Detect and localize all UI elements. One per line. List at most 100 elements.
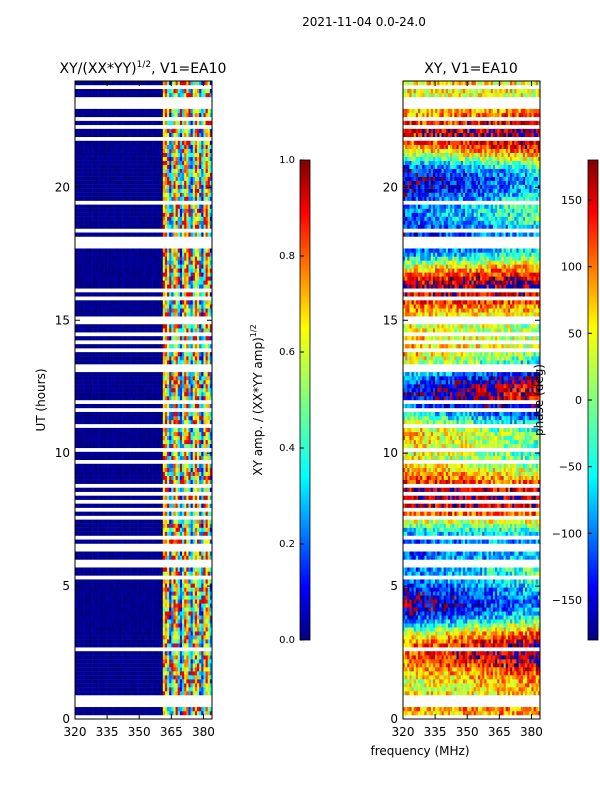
left-heatmap-cell <box>107 643 110 648</box>
left-heatmap-cell <box>115 495 119 500</box>
left-heatmap-cell <box>83 431 86 437</box>
left-heatmap-cell <box>94 312 97 317</box>
left-heatmap-cell <box>184 443 187 449</box>
left-heatmap-cell <box>98 675 101 680</box>
left-heatmap-cell <box>102 683 106 688</box>
left-heatmap-cell <box>201 707 204 712</box>
left-heatmap-cell <box>117 463 121 468</box>
left-heatmap-cell <box>139 419 142 425</box>
left-heatmap-cell <box>130 308 134 313</box>
left-heatmap-cell <box>177 451 181 457</box>
left-heatmap-cell <box>102 388 106 393</box>
left-heatmap-cell <box>182 659 185 664</box>
left-heatmap-cell <box>104 304 108 309</box>
left-heatmap-cell <box>154 651 157 656</box>
left-heatmap-cell <box>175 679 179 684</box>
left-heatmap-cell <box>152 360 155 365</box>
left-heatmap-cell <box>115 611 119 616</box>
left-heatmap-cell <box>177 531 181 536</box>
left-heatmap-cell <box>141 495 144 500</box>
left-heatmap-cell <box>173 455 176 461</box>
left-heatmap-cell <box>77 619 80 624</box>
left-heatmap-cell <box>87 479 91 484</box>
left-heatmap-cell <box>96 523 99 528</box>
left-heatmap-cell <box>201 603 204 608</box>
left-heatmap-cell <box>194 519 198 524</box>
left-heatmap-cell <box>119 643 123 648</box>
left-heatmap-cell <box>96 356 99 361</box>
left-heatmap-cell <box>162 619 166 624</box>
left-heatmap-cell <box>122 523 125 528</box>
left-heatmap-cell <box>197 607 200 612</box>
left-heatmap-cell <box>156 479 159 484</box>
left-heatmap-cell <box>102 304 106 309</box>
left-heatmap-cell <box>130 551 134 556</box>
left-heatmap-cell <box>85 663 89 668</box>
left-heatmap-cell <box>128 384 131 389</box>
left-heatmap-cell <box>207 308 211 313</box>
left-heatmap-cell <box>190 539 194 544</box>
left-heatmap-cell <box>139 607 142 612</box>
left-heatmap-cell <box>145 308 149 313</box>
left-heatmap-cell <box>79 519 82 524</box>
left-heatmap-cell <box>199 376 202 381</box>
left-heatmap-cell <box>115 403 119 409</box>
left-heatmap-cell <box>175 567 179 572</box>
left-heatmap-cell <box>182 403 185 409</box>
left-heatmap-cell <box>130 304 134 309</box>
left-heatmap-cell <box>109 344 112 349</box>
left-heatmap-cell <box>104 403 108 409</box>
left-heatmap-cell <box>122 587 125 592</box>
left-heatmap-cell <box>182 627 185 632</box>
left-heatmap-cell <box>175 551 179 556</box>
left-heatmap-cell <box>205 344 209 349</box>
left-heatmap-cell <box>113 312 116 317</box>
left-heatmap-cell <box>175 527 179 532</box>
left-heatmap-cell <box>115 475 119 480</box>
left-heatmap-cell <box>143 503 146 508</box>
left-heatmap-cell <box>199 611 202 616</box>
left-heatmap-cell <box>117 683 121 688</box>
left-heatmap-cell <box>126 495 129 500</box>
left-heatmap-cell <box>149 639 153 644</box>
left-heatmap-cell <box>158 615 161 620</box>
left-heatmap-cell <box>207 611 211 616</box>
left-heatmap-cell <box>117 372 121 377</box>
left-heatmap-cell <box>197 627 200 632</box>
left-heatmap-cell <box>207 635 211 640</box>
left-heatmap-cell <box>186 431 189 437</box>
left-heatmap-cell <box>104 623 108 628</box>
left-heatmap-cell <box>83 651 86 656</box>
left-heatmap-cell <box>175 683 179 688</box>
left-heatmap-cell <box>115 631 119 636</box>
left-heatmap-cell <box>164 643 168 648</box>
left-heatmap-cell <box>203 711 206 716</box>
left-heatmap-cell <box>184 415 187 421</box>
left-heatmap-cell <box>164 360 168 365</box>
left-heatmap-cell <box>77 631 80 636</box>
left-heatmap-cell <box>145 527 149 532</box>
left-heatmap-cell <box>113 571 116 576</box>
left-heatmap-cell <box>164 523 168 528</box>
left-heatmap-cell <box>179 380 183 385</box>
left-heatmap-cell <box>87 352 91 357</box>
left-heatmap-cell <box>182 619 185 624</box>
left-heatmap-cell <box>117 503 121 508</box>
left-heatmap-cell <box>134 615 138 620</box>
left-heatmap-cell <box>119 539 123 544</box>
left-heatmap-cell <box>182 711 185 716</box>
left-heatmap-cell <box>173 431 176 437</box>
left-heatmap-cell <box>190 639 194 644</box>
left-heatmap-cell <box>134 531 138 536</box>
left-heatmap-cell <box>134 376 138 381</box>
left-heatmap-cell <box>130 691 134 696</box>
left-heatmap-cell <box>164 427 168 433</box>
left-heatmap-cell <box>197 443 200 449</box>
left-heatmap-cell <box>117 663 121 668</box>
left-heatmap-cell <box>205 467 209 472</box>
left-heatmap-cell <box>100 591 104 596</box>
left-heatmap-cell <box>167 503 170 508</box>
left-heatmap-cell <box>154 519 157 524</box>
left-heatmap-cell <box>197 403 200 409</box>
left-heatmap-cell <box>137 711 140 716</box>
